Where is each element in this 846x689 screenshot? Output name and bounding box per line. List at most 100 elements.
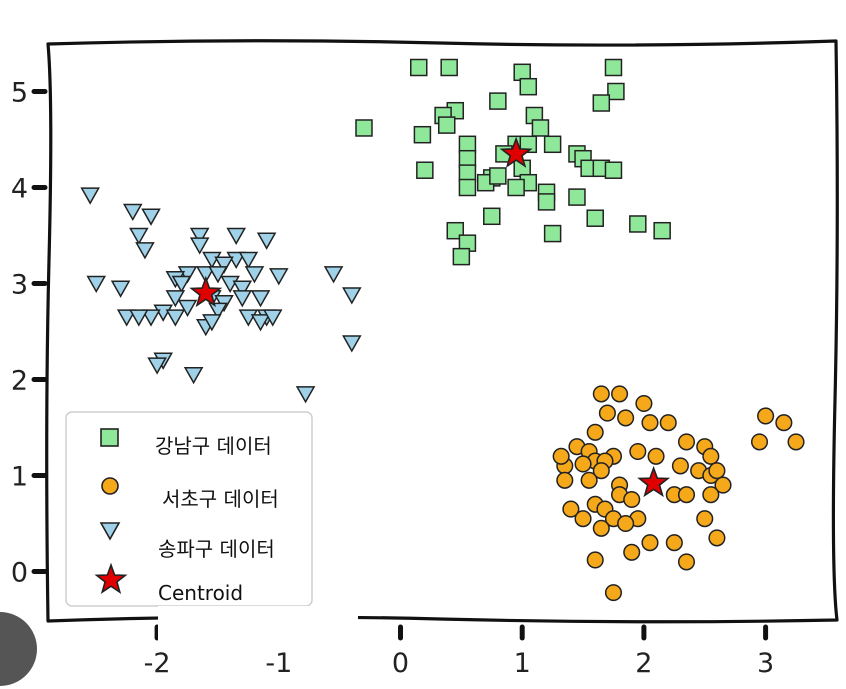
songpa-point <box>208 266 228 284</box>
seocho-point <box>552 447 570 465</box>
seocho-point <box>665 534 683 552</box>
seocho-point <box>671 457 689 475</box>
legend-star-marker <box>94 562 128 594</box>
songpa-point <box>202 251 222 270</box>
seocho-point <box>647 447 665 465</box>
gangnam-point <box>513 63 531 82</box>
data-points <box>80 58 805 602</box>
legend-triangle-marker <box>99 522 121 541</box>
gangnam-point <box>531 119 550 137</box>
gangnam-point <box>410 58 428 77</box>
gangnam-point <box>653 221 671 240</box>
y-tick-label: 5 <box>11 78 28 109</box>
centroid-point <box>637 465 671 498</box>
legend-item-songpa: 송파구 데이터 <box>99 522 275 561</box>
songpa-point <box>232 290 253 308</box>
seocho-point <box>586 423 604 441</box>
legend-item-seocho: 서초구 데이터 <box>101 477 279 511</box>
legend-square-marker <box>100 428 119 447</box>
seocho-point <box>592 462 610 480</box>
songpa-point <box>141 208 161 226</box>
songpa-point <box>226 227 246 246</box>
centroid-point <box>499 136 533 168</box>
x-tick-label: 0 <box>392 648 409 679</box>
songpa-point <box>195 266 216 284</box>
songpa-point <box>129 227 149 246</box>
songpa-point <box>208 302 228 320</box>
gangnam-point <box>458 178 477 197</box>
seocho-point <box>714 476 732 494</box>
y-axis: 0 1 2 3 4 5 <box>11 78 48 589</box>
songpa-point <box>238 251 259 270</box>
seocho-point <box>677 433 696 451</box>
gangnam-point <box>629 215 647 233</box>
seocho-point <box>702 447 720 465</box>
legend-label-gangnam: 강남구 데이터 <box>155 434 272 458</box>
legend-label-centroid: Centroid <box>158 581 243 605</box>
songpa-point <box>177 266 198 284</box>
y-tick-label: 4 <box>11 174 28 205</box>
gangnam-point <box>543 224 562 243</box>
gangnam-point <box>592 94 611 112</box>
x-tick-label: -1 <box>265 648 292 679</box>
x-tick-label: 2 <box>635 648 652 679</box>
page-overlay <box>0 606 358 686</box>
gangnam-point <box>437 116 456 134</box>
seocho-point <box>775 414 793 432</box>
seocho-point <box>623 543 641 561</box>
legend-circle-marker <box>101 477 119 495</box>
songpa-point <box>342 287 362 305</box>
songpa-point <box>141 309 161 327</box>
seocho-point <box>641 534 659 552</box>
songpa-point <box>122 203 143 222</box>
seocho-point <box>708 529 726 547</box>
gangnam-point <box>489 167 507 185</box>
gangnam-point <box>483 207 501 226</box>
songpa-point <box>250 290 271 308</box>
legend-overlap-mask <box>158 606 358 642</box>
gangnam-point <box>543 135 562 154</box>
songpa-point <box>262 309 283 327</box>
seocho-point <box>562 500 580 518</box>
songpa-point <box>269 268 289 286</box>
songpa-point <box>232 280 253 298</box>
gangnam-point <box>607 82 625 101</box>
round-scroll-button[interactable] <box>0 612 37 686</box>
seocho-point <box>757 407 775 425</box>
gangnam-point <box>537 193 556 211</box>
gangnam-point <box>458 164 477 182</box>
seocho-point <box>604 584 623 602</box>
gangnam-point <box>355 119 373 137</box>
legend-label-songpa: 송파구 데이터 <box>158 537 275 561</box>
seocho-point <box>677 486 696 504</box>
x-tick-label: 1 <box>514 648 531 679</box>
gangnam-point <box>519 77 538 96</box>
songpa-point <box>342 335 362 353</box>
gangnam-point <box>452 247 471 266</box>
gangnam-point <box>604 58 623 77</box>
legend-item-gangnam: 강남구 데이터 <box>100 428 272 458</box>
y-tick-label: 0 <box>11 558 28 589</box>
songpa-point <box>244 266 265 284</box>
seocho-point <box>750 433 769 451</box>
songpa-point <box>183 366 204 385</box>
seocho-point <box>623 490 641 509</box>
seocho-point <box>677 553 696 571</box>
songpa-point <box>86 275 107 294</box>
songpa-point <box>147 357 167 375</box>
x-tick-label: -2 <box>144 648 171 679</box>
x-tick-label: 3 <box>757 648 774 679</box>
y-tick-label: 3 <box>11 270 28 301</box>
songpa-point <box>135 242 155 260</box>
legend: 강남구 데이터 서초구 데이터 송파구 데이터 Centroid <box>65 411 313 607</box>
songpa-point <box>177 299 198 318</box>
seocho-point <box>598 404 616 422</box>
songpa-point <box>189 237 210 255</box>
songpa-point <box>165 309 186 327</box>
songpa-point <box>295 386 316 404</box>
seocho-point <box>611 385 629 403</box>
seocho-point <box>556 471 574 489</box>
seocho-point <box>574 510 592 528</box>
gangnam-point <box>568 188 586 206</box>
centroid-point <box>189 275 223 308</box>
